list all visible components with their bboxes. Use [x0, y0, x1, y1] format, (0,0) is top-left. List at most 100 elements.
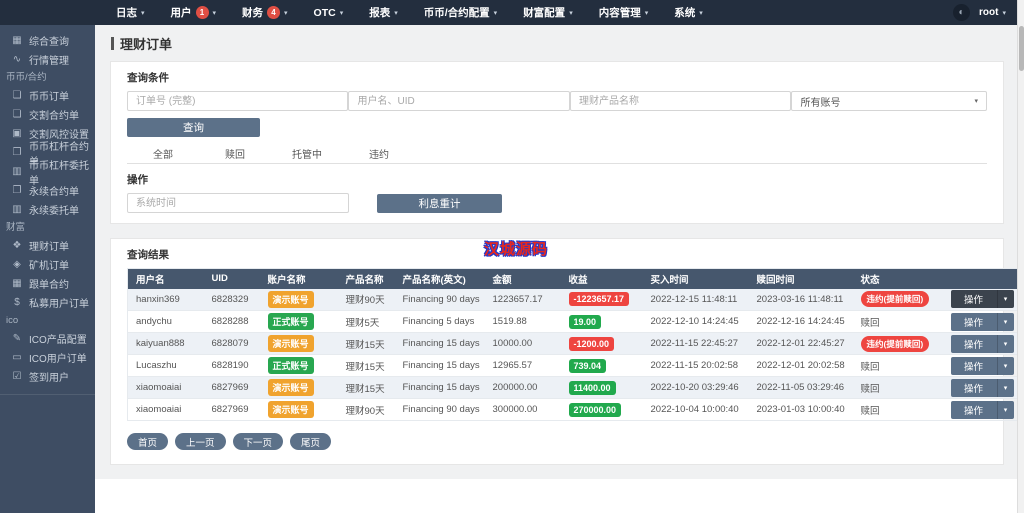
- sidebar-item-financial-orders[interactable]: ❖ 理财订单: [0, 236, 95, 255]
- sidebar-item-delivery-risk-settings[interactable]: ▣ 交割风控设置: [0, 124, 95, 143]
- chevron-down-icon: ▾: [644, 9, 649, 17]
- row-action-button[interactable]: 操作 ▾: [950, 378, 1014, 397]
- username-uid-input[interactable]: [348, 91, 570, 111]
- cell-product: 理财15天: [337, 376, 395, 399]
- row-action-button[interactable]: 操作 ▾: [950, 312, 1014, 331]
- status-text: 赎回: [852, 398, 943, 421]
- chevron-down-icon: ▾: [212, 9, 217, 17]
- cell-product-en: Financing 90 days: [394, 288, 485, 311]
- cell-product-en: Financing 15 days: [394, 332, 485, 355]
- results-panel-title: 查询结果: [127, 249, 169, 261]
- account-type-badge: 正式账号: [267, 357, 314, 374]
- sidebar-item-copy-trade-contracts[interactable]: ▦ 跟单合约: [0, 274, 95, 293]
- status-text: 赎回: [852, 354, 943, 377]
- orders-table: 用户名 UID 账户名称 产品名称 产品名称(英文) 金额 收益 买入时间 赎回…: [127, 268, 1024, 421]
- chevron-down-icon[interactable]: ▾: [996, 400, 1014, 419]
- cell-username: kaiyuan888: [127, 332, 204, 355]
- sidebar-item-margin-entrust-orders[interactable]: ▥ 币币杠杆委托单: [0, 161, 95, 187]
- account-type-select[interactable]: 所有账号 ▾: [791, 91, 987, 111]
- cell-username: xiaomoaiai: [127, 376, 204, 399]
- query-conditions-panel: 查询条件 所有账号 ▾ 查询 全部 赎回 托管中 违约 操: [110, 61, 1004, 224]
- product-name-input[interactable]: [569, 91, 792, 111]
- system-time-input[interactable]: [127, 193, 349, 213]
- row-action-button[interactable]: 操作 ▾: [950, 290, 1014, 309]
- nav-menu-coin-contract-config[interactable]: 币币/合约配置 ▾: [411, 0, 510, 25]
- account-type-badge: 正式账号: [267, 313, 314, 330]
- tab-all[interactable]: 全部: [153, 149, 173, 161]
- sidebar-item-comprehensive-query[interactable]: ▦ 综合查询: [0, 31, 95, 50]
- sidebar-item-ico-user-orders[interactable]: ▭ ICO用户订单: [0, 348, 95, 367]
- scrollbar[interactable]: [1017, 0, 1024, 513]
- scrollbar-thumb[interactable]: [1019, 26, 1024, 71]
- sidebar-item-ico-product-config[interactable]: ✎ ICO产品配置: [0, 329, 95, 348]
- profit-badge: 270000.00: [568, 402, 622, 417]
- sidebar-item-checkin-users[interactable]: ☑ 签到用户: [0, 367, 95, 386]
- user-menu[interactable]: root ▾: [979, 7, 1006, 18]
- nav-menu-system[interactable]: 系统 ▾: [661, 0, 716, 25]
- col-amount: 金额: [484, 268, 561, 289]
- sidebar-item-margin-contract-orders[interactable]: ❐ 币币杠杆合约单: [0, 142, 95, 168]
- sidebar-item-coin-orders[interactable]: ❏ 币币订单: [0, 86, 95, 105]
- sidebar-item-market-management[interactable]: ∿ 行情管理: [0, 50, 95, 69]
- sidebar-item-private-equity-orders[interactable]: $ 私募用户订单: [0, 293, 95, 312]
- sidebar-item-perpetual-contract-orders[interactable]: ❐ 永续合约单: [0, 181, 95, 200]
- search-button[interactable]: 查询: [127, 118, 260, 137]
- chevron-down-icon: ▾: [394, 9, 398, 17]
- chevron-down-icon[interactable]: ▾: [996, 378, 1014, 397]
- profit-badge: 11400.00: [568, 380, 616, 395]
- row-action-button[interactable]: 操作 ▾: [950, 356, 1014, 375]
- nav-menu-users[interactable]: 用户 1 ▾: [158, 0, 230, 25]
- status-text: 赎回: [852, 376, 943, 399]
- theme-toggle-icon[interactable]: ◐: [953, 4, 971, 21]
- nav-menu-label: 系统: [674, 7, 696, 19]
- profit-badge: -1223657.17: [568, 292, 630, 307]
- nav-menu-wealth-config[interactable]: 财富配置 ▾: [510, 0, 586, 25]
- account-type-badge: 演示账号: [267, 401, 314, 418]
- account-type-badge: 演示账号: [267, 379, 314, 396]
- col-product-en: 产品名称(英文): [394, 268, 485, 289]
- shield-icon: ▣: [12, 128, 22, 139]
- nav-menu-label: 财富配置: [523, 7, 566, 19]
- sidebar-item-delivery-contract-orders[interactable]: ❏ 交割合约单: [0, 105, 95, 124]
- status-badge: 违约(提前赎回): [860, 335, 930, 352]
- pagination-next-button[interactable]: 下一页: [232, 433, 284, 450]
- nav-menu-logs[interactable]: 日志 ▾: [103, 0, 158, 25]
- tab-default[interactable]: 违约: [369, 149, 389, 161]
- chart-icon: ∿: [12, 54, 22, 65]
- cell-username: hanxin369: [127, 288, 204, 311]
- pagination-first-button[interactable]: 首页: [127, 433, 169, 450]
- cell-product: 理财90天: [337, 398, 395, 421]
- nav-menu-content[interactable]: 内容管理 ▾: [586, 0, 662, 25]
- sidebar-item-label: 综合查询: [29, 37, 69, 48]
- cell-uid: 6827969: [203, 398, 260, 421]
- tab-redeemed[interactable]: 赎回: [225, 149, 245, 161]
- chevron-down-icon: ▾: [141, 9, 145, 17]
- cell-buy-time: 2022-12-10 14:24:45: [642, 310, 749, 333]
- pagination-last-button[interactable]: 尾页: [290, 433, 332, 450]
- nav-menu-finance[interactable]: 财务 4 ▾: [229, 0, 301, 25]
- row-action-button[interactable]: 操作 ▾: [950, 400, 1014, 419]
- row-action-button[interactable]: 操作 ▾: [950, 334, 1014, 353]
- check-square-icon: ☑: [12, 371, 22, 382]
- sidebar: ▦ 综合查询 ∿ 行情管理 币币/合约 ❏ 币币订单 ❏ 交割合约单 ▣ 交割风…: [0, 25, 95, 513]
- sidebar-item-label: 行情管理: [29, 56, 69, 67]
- cell-product: 理财5天: [337, 310, 395, 333]
- tab-in-custody[interactable]: 托管中: [292, 149, 322, 161]
- chevron-down-icon[interactable]: ▾: [996, 290, 1014, 309]
- nav-menu-reports[interactable]: 报表 ▾: [356, 0, 411, 25]
- notification-badge: 1: [195, 6, 209, 19]
- nav-menu-label: 用户: [170, 7, 192, 19]
- pagination-prev-button[interactable]: 上一页: [175, 433, 226, 450]
- interest-recalc-button[interactable]: 利息重计: [377, 193, 502, 213]
- order-number-input[interactable]: [127, 91, 349, 111]
- chevron-down-icon[interactable]: ▾: [996, 312, 1014, 331]
- chevron-down-icon[interactable]: ▾: [996, 334, 1014, 353]
- chevron-down-icon: ▾: [493, 9, 498, 17]
- chevron-down-icon[interactable]: ▾: [996, 356, 1014, 375]
- sidebar-item-label: 签到用户: [29, 373, 69, 384]
- chevron-down-icon: ▾: [284, 9, 288, 17]
- sidebar-item-miner-orders[interactable]: ◈ 矿机订单: [0, 255, 95, 274]
- sidebar-item-perpetual-entrust-orders[interactable]: ▥ 永续委托单: [0, 200, 95, 219]
- sidebar-item-label: 矿机订单: [29, 261, 69, 272]
- nav-menu-otc[interactable]: OTC ▾: [301, 0, 357, 25]
